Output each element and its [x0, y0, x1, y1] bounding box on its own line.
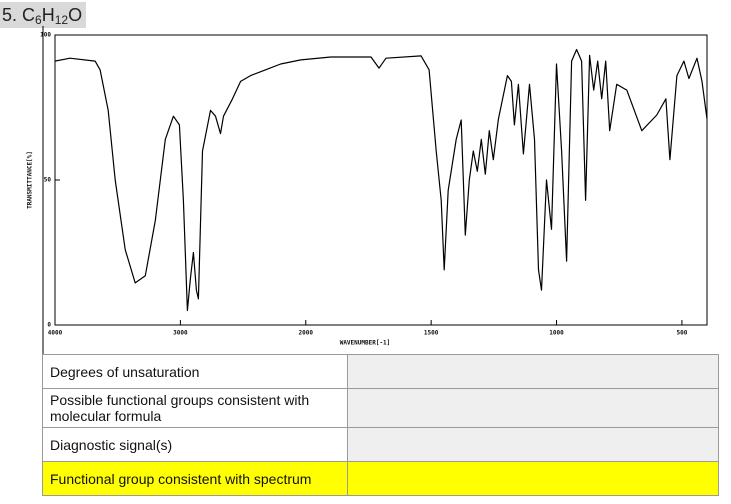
x-tick-label: 3000 — [173, 330, 188, 337]
x-tick-label: 2000 — [299, 330, 314, 337]
answer-cell[interactable] — [347, 388, 719, 428]
table-row: Functional group consistent with spectru… — [42, 461, 719, 496]
x-tick-label: 500 — [677, 330, 688, 337]
x-axis-label: WAVENUMBER[-1] — [340, 340, 391, 347]
question-title: 5. C6H12O — [0, 2, 87, 28]
title-part: O — [68, 5, 83, 25]
title-part: H — [41, 5, 55, 25]
x-tick-label: 1500 — [424, 330, 439, 337]
plot-frame — [54, 34, 708, 326]
y-tick-label: 100 — [40, 32, 51, 39]
row-label: Functional group consistent with spectru… — [42, 461, 348, 496]
answer-cell[interactable] — [347, 354, 719, 389]
title-part: 5. C — [2, 5, 36, 25]
spectrum-line — [54, 48, 708, 312]
row-label: Possible functional groups consistent wi… — [42, 388, 348, 428]
subscript: 6 — [35, 13, 42, 27]
row-label: Diagnostic signal(s) — [42, 427, 348, 462]
subscript: 12 — [54, 13, 69, 27]
table-row: Possible functional groups consistent wi… — [42, 388, 719, 428]
y-tick-label: 50 — [44, 177, 52, 184]
answer-cell[interactable] — [347, 461, 719, 496]
row-label: Degrees of unsaturation — [42, 354, 348, 389]
x-tick-label: 1000 — [549, 330, 564, 337]
table-row: Diagnostic signal(s) — [42, 427, 719, 462]
y-axis-label: TRANSMITTANCE[%] — [27, 151, 34, 209]
spectrum-chart: WAVENUMBER[-1] TRANSMITTANCE[%] 4000 3000… — [27, 26, 708, 354]
answer-cell[interactable] — [347, 427, 719, 462]
x-tick-label: 4000 — [48, 330, 63, 337]
answer-table: Degrees of unsaturation Possible function… — [42, 354, 719, 496]
y-tick-label: 0 — [47, 322, 51, 329]
table-row: Degrees of unsaturation — [42, 354, 719, 389]
